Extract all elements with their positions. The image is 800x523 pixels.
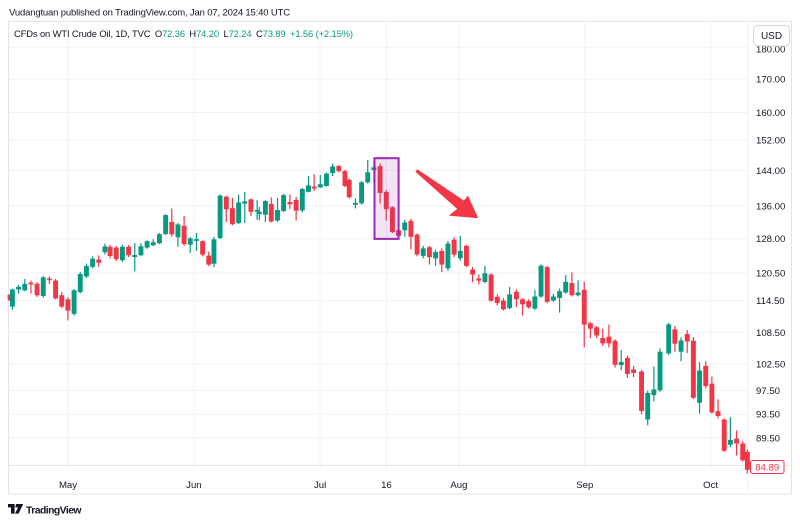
svg-text:93.50: 93.50 <box>756 410 780 421</box>
svg-text:Oct: Oct <box>703 480 718 491</box>
svg-text:144.00: 144.00 <box>756 166 785 177</box>
svg-text:Aug: Aug <box>450 480 467 491</box>
svg-text:TradingView: TradingView <box>26 506 82 517</box>
svg-text:136.00: 136.00 <box>756 202 785 213</box>
svg-text:170.00: 170.00 <box>756 75 785 86</box>
svg-text:Jun: Jun <box>186 480 201 491</box>
svg-text:USD: USD <box>761 31 782 42</box>
svg-text:97.50: 97.50 <box>756 386 780 397</box>
svg-text:102.50: 102.50 <box>756 359 785 370</box>
svg-text:120.50: 120.50 <box>756 268 785 279</box>
svg-text:May: May <box>59 480 77 491</box>
svg-text:128.00: 128.00 <box>756 234 785 245</box>
svg-text:108.50: 108.50 <box>756 328 785 339</box>
svg-text:Sep: Sep <box>576 480 593 491</box>
svg-text:Vudangtuan published on Tradin: Vudangtuan published on TradingView.com,… <box>9 7 290 18</box>
svg-text:Jul: Jul <box>314 480 326 491</box>
svg-text:152.00: 152.00 <box>756 136 785 147</box>
svg-text:114.50: 114.50 <box>756 296 785 307</box>
svg-text:89.50: 89.50 <box>756 433 780 444</box>
svg-text:84.89: 84.89 <box>755 462 779 473</box>
svg-text:160.00: 160.00 <box>756 108 785 119</box>
svg-text:CFDs on WTI Crude Oil, 1D, TVC: CFDs on WTI Crude Oil, 1D, TVC O72.36 H74.… <box>14 28 353 39</box>
svg-text:180.00: 180.00 <box>756 45 785 56</box>
svg-text:16: 16 <box>381 480 392 491</box>
